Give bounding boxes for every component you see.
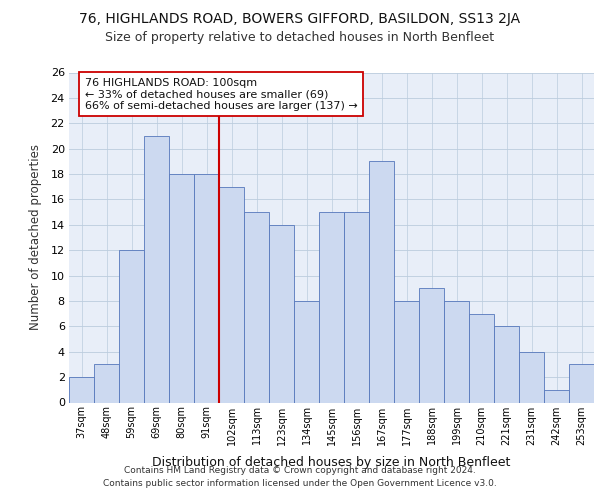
Text: 76 HIGHLANDS ROAD: 100sqm
← 33% of detached houses are smaller (69)
66% of semi-: 76 HIGHLANDS ROAD: 100sqm ← 33% of detac…: [85, 78, 358, 111]
Bar: [569, 364, 594, 403]
Bar: [444, 301, 469, 402]
Bar: [544, 390, 569, 402]
Bar: [319, 212, 344, 402]
Bar: [294, 301, 319, 402]
Bar: [69, 377, 94, 402]
Bar: [144, 136, 169, 402]
Bar: [519, 352, 544, 403]
Text: Size of property relative to detached houses in North Benfleet: Size of property relative to detached ho…: [106, 31, 494, 44]
Bar: [494, 326, 519, 402]
Bar: [119, 250, 144, 402]
Bar: [219, 186, 244, 402]
Y-axis label: Number of detached properties: Number of detached properties: [29, 144, 42, 330]
Bar: [94, 364, 119, 403]
Bar: [469, 314, 494, 402]
Bar: [344, 212, 369, 402]
Text: 76, HIGHLANDS ROAD, BOWERS GIFFORD, BASILDON, SS13 2JA: 76, HIGHLANDS ROAD, BOWERS GIFFORD, BASI…: [79, 12, 521, 26]
Text: Contains HM Land Registry data © Crown copyright and database right 2024.
Contai: Contains HM Land Registry data © Crown c…: [103, 466, 497, 487]
Bar: [194, 174, 219, 402]
X-axis label: Distribution of detached houses by size in North Benfleet: Distribution of detached houses by size …: [152, 456, 511, 469]
Bar: [269, 225, 294, 402]
Bar: [169, 174, 194, 402]
Bar: [369, 162, 394, 402]
Bar: [394, 301, 419, 402]
Bar: [419, 288, 444, 403]
Bar: [244, 212, 269, 402]
